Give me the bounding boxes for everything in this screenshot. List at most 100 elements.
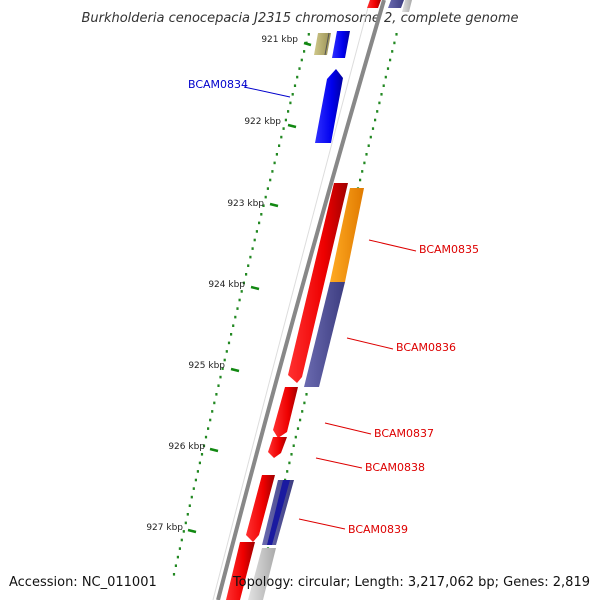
gene-label-bcam0834[interactable]: BCAM0834: [188, 78, 248, 91]
gc-dot: [269, 178, 272, 182]
tick-label-923: 923 kbp: [227, 199, 264, 209]
gc-dot: [196, 470, 199, 473]
gc-dot: [172, 573, 176, 576]
leader-line-bcam0838: [315, 457, 363, 469]
tick-label-926: 926 kbp: [168, 442, 205, 452]
feature-bcam0836[interactable]: [304, 282, 345, 387]
gc-dot: [273, 161, 276, 165]
feature-grey-bottom[interactable]: [248, 548, 276, 600]
gc-dot: [262, 204, 265, 207]
tick-mark: [287, 123, 297, 129]
gc-dot: [278, 144, 281, 147]
gc-dot: [217, 384, 220, 387]
feature-top-purple[interactable]: [388, 0, 404, 8]
leader-line-bcam0836: [346, 337, 394, 350]
gc-dot: [382, 84, 385, 87]
gc-dot: [380, 93, 383, 96]
gc-dot: [367, 144, 370, 147]
gc-dot: [303, 401, 306, 405]
tick-label-927: 927 kbp: [146, 523, 183, 533]
gc-dot: [299, 418, 302, 422]
gc-dot: [292, 444, 295, 447]
feature-bcam0834[interactable]: [315, 69, 343, 143]
gc-dot: [240, 290, 243, 293]
gc-dot: [298, 67, 301, 70]
gene-label-bcam0838[interactable]: BCAM0838: [365, 461, 425, 474]
feature-top-grey[interactable]: [402, 0, 412, 12]
gc-dot: [247, 264, 250, 267]
gc-dot: [200, 453, 204, 456]
leader-line-bcam0834: [243, 86, 291, 98]
gc-dot: [245, 273, 248, 276]
gc-dot: [303, 50, 306, 53]
gc-dot: [223, 358, 226, 362]
gc-dot: [271, 170, 274, 173]
gc-dot: [284, 118, 287, 122]
gc-dot: [211, 410, 214, 413]
gc-dot: [209, 418, 212, 422]
gc-dot: [190, 495, 193, 499]
gc-dot: [374, 118, 377, 122]
kbp-ticks: 921 kbp 922 kbp 923 kbp 924 kbp 925 kbp …: [146, 35, 312, 534]
gc-dot: [363, 161, 366, 165]
gc-dot: [232, 324, 235, 327]
feature-blue-small[interactable]: [332, 31, 350, 58]
gc-dot: [188, 504, 191, 507]
map-title: Burkholderia cenocepacia J2315 chromosom…: [81, 11, 518, 26]
gc-dot: [249, 255, 252, 259]
gc-dot: [258, 221, 261, 225]
gc-dot: [182, 530, 185, 533]
gene-label-bcam0835[interactable]: BCAM0835: [419, 243, 479, 256]
gc-dot: [204, 435, 208, 439]
gc-dot: [389, 58, 392, 62]
gc-dot: [286, 470, 289, 473]
gene-label-bcam0839[interactable]: BCAM0839: [348, 523, 408, 536]
gc-dot: [275, 153, 278, 156]
gc-dot: [230, 333, 233, 336]
gc-skew-track-left: [172, 33, 310, 576]
gc-dot: [282, 127, 285, 130]
gc-dot: [194, 478, 197, 482]
gc-dot: [186, 513, 189, 516]
feature-bcam0839-blue[interactable]: [267, 480, 290, 545]
gc-dot: [280, 135, 283, 139]
gc-dot: [291, 93, 294, 96]
gc-dot: [202, 444, 206, 447]
gene-label-bcam0837[interactable]: BCAM0837: [374, 427, 434, 440]
gc-dot: [213, 401, 216, 405]
tick-mark: [209, 447, 219, 453]
feature-bcam0838[interactable]: [268, 437, 287, 458]
tick-mark: [303, 41, 312, 47]
feature-top-red[interactable]: [367, 0, 381, 8]
feature-red-bottom[interactable]: [226, 542, 255, 600]
leader-line-bcam0839: [298, 518, 346, 530]
gc-dot: [215, 393, 218, 396]
gc-dot: [391, 50, 394, 53]
feature-olive[interactable]: [314, 33, 331, 55]
feature-bcam0835[interactable]: [288, 183, 348, 383]
gc-dot: [369, 135, 372, 139]
gc-dot: [371, 127, 375, 130]
gc-dot: [225, 350, 228, 353]
gene-label-bcam0836[interactable]: BCAM0836: [396, 341, 456, 354]
gc-dot: [290, 453, 293, 456]
feature-red-lower[interactable]: [246, 475, 275, 542]
gc-dot: [176, 555, 179, 559]
gc-dot: [221, 367, 224, 370]
gc-dot: [287, 110, 290, 113]
accession-text: Accession: NC_011001: [9, 575, 157, 590]
tick-label-925: 925 kbp: [188, 361, 225, 371]
tick-mark: [250, 285, 260, 291]
gc-dot: [307, 33, 310, 36]
gc-dot: [264, 195, 267, 199]
feature-orange-cds[interactable]: [330, 188, 364, 282]
gc-dot: [251, 247, 254, 250]
tick-mark: [230, 367, 240, 373]
gc-dot: [289, 101, 292, 105]
feature-bcam0837[interactable]: [273, 387, 298, 438]
tick-mark: [187, 528, 197, 534]
leader-line-bcam0837: [324, 422, 372, 435]
gc-dot: [174, 564, 177, 567]
